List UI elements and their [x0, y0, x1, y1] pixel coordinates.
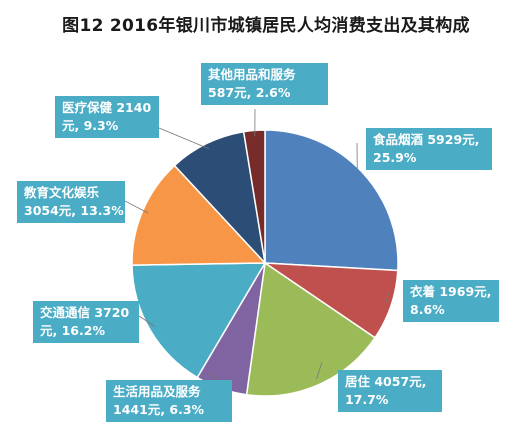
- pie-slice-3: [245, 261, 377, 397]
- slice-label-line1: 居住 4057元,: [345, 374, 427, 389]
- slice-label-line1: 食品烟酒 5929元,: [373, 132, 480, 147]
- slice-label-line1: 其他用品和服务: [208, 67, 296, 82]
- leader-line-7: [158, 127, 210, 150]
- slice-label-line2: 17.7%: [345, 392, 389, 407]
- slice-label-5: 交通通信 3720 元, 16.2%: [33, 301, 139, 343]
- slice-label-line1: 医疗保健 2140: [62, 100, 152, 115]
- pie-slice-6: [131, 164, 267, 266]
- slice-label-2: 衣着 1969元, 8.6%: [403, 280, 499, 322]
- pie-slice-7: [173, 130, 267, 266]
- slice-label-line1: 衣着 1969元,: [410, 284, 492, 299]
- slice-label-4: 生活用品及服务 1441元, 6.3%: [106, 380, 232, 422]
- pie-slice-1: [264, 129, 399, 272]
- slice-label-line2: 587元, 2.6%: [208, 85, 291, 100]
- pie-slice-8: [242, 129, 266, 264]
- slice-label-line1: 生活用品及服务: [113, 384, 201, 399]
- slice-label-line2: 25.9%: [373, 150, 417, 165]
- leader-line-3: [316, 361, 323, 380]
- chart-title: 图12 2016年银川市城镇居民人均消费支出及其构成: [62, 16, 470, 36]
- slice-label-line2: 元, 9.3%: [62, 118, 119, 133]
- slice-label-line2: 8.6%: [410, 302, 445, 317]
- pie-slice-5: [131, 262, 267, 379]
- leader-line-5: [138, 315, 156, 328]
- slice-label-1: 食品烟酒 5929元, 25.9%: [366, 128, 492, 170]
- slice-label-line2: 元, 16.2%: [40, 323, 105, 338]
- slice-label-line2: 1441元, 6.3%: [113, 402, 205, 417]
- leader-line-6: [124, 200, 149, 214]
- leader-line-2: [384, 289, 391, 304]
- slice-label-6: 教育文化娱乐 3054元, 13.3%: [17, 181, 125, 223]
- slice-label-8: 其他用品和服务 587元, 2.6%: [201, 63, 328, 105]
- slice-label-3: 居住 4057元, 17.7%: [338, 370, 442, 412]
- slice-label-7: 医疗保健 2140 元, 9.3%: [55, 96, 159, 138]
- slice-label-line1: 交通通信 3720: [40, 305, 130, 320]
- slice-label-line2: 3054元, 13.3%: [24, 203, 124, 218]
- slice-label-line1: 教育文化娱乐: [24, 185, 100, 200]
